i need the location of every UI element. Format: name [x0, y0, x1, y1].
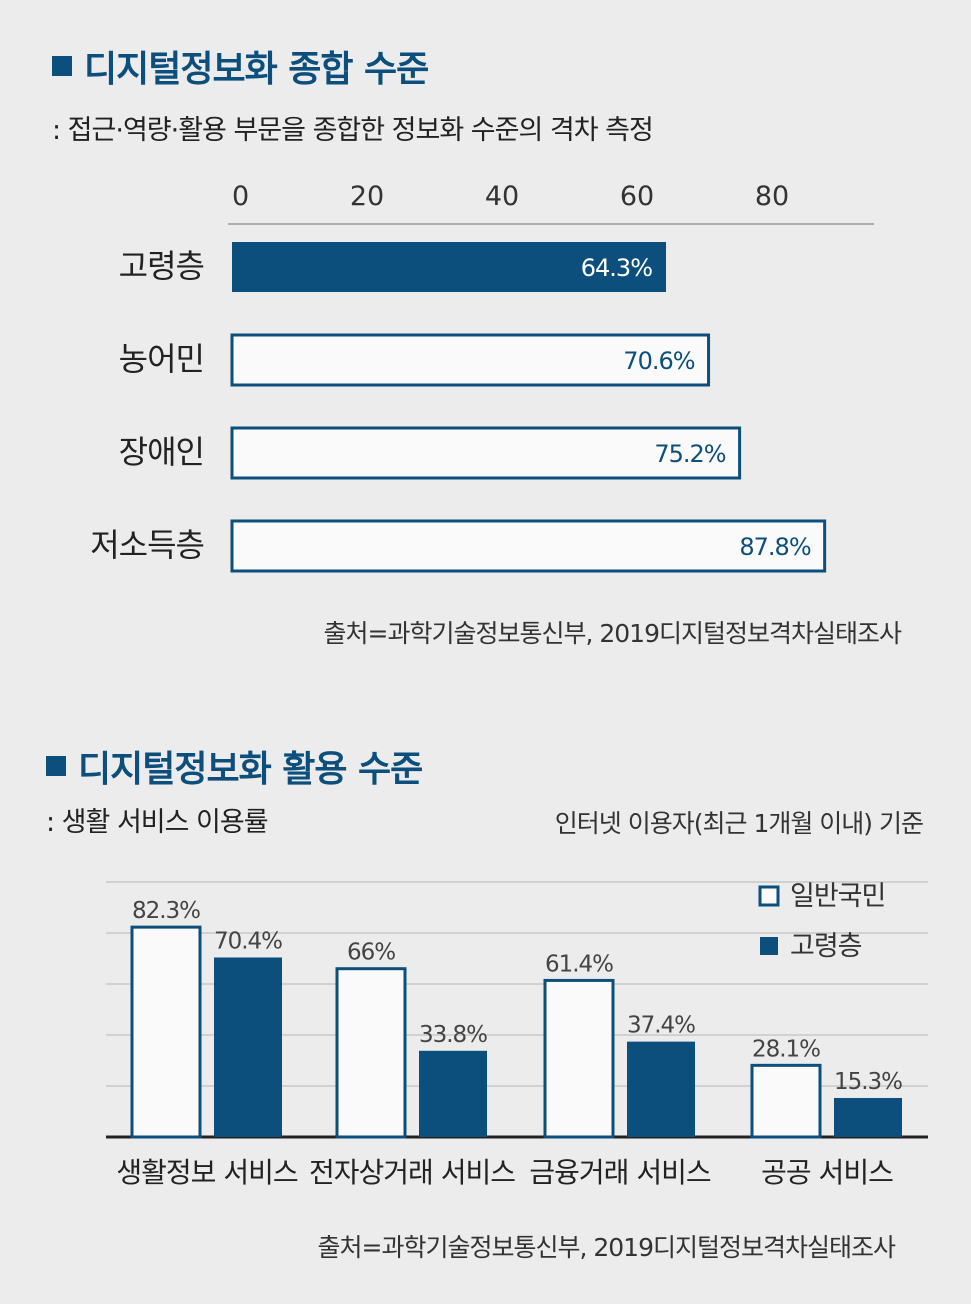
bar — [230, 519, 827, 573]
category-label: 생활정보 서비스 — [116, 1156, 297, 1189]
overall-bar-chart: 0 20 40 60 80 고령층 64.3% 농어민 70.6% 장애인 75.2% 저소득층 87.… — [90, 181, 874, 573]
bar — [230, 426, 742, 480]
bar — [419, 1050, 487, 1137]
x-tick-label: 60 — [620, 181, 654, 212]
overall-level-panel: 디지털정보화 종합 수준 : 접근·역량·활용 부문을 종합한 정보화 수준의 … — [52, 40, 902, 648]
usage-chart-note: 인터넷 이용자(최근 1개월 이내) 기준 — [554, 809, 924, 838]
usage-level-panel: 디지털정보화 활용 수준 : 생활 서비스 이용률 인터넷 이용자(최근 1개월… — [0, 720, 971, 1304]
overall-title-text: 디지털정보화 종합 수준 — [84, 49, 429, 90]
category-label: 저소득층 — [90, 526, 204, 564]
usage-title-text: 디지털정보화 활용 수준 — [78, 749, 423, 790]
title-square-icon — [52, 56, 72, 76]
bar-value-label: 75.2% — [654, 440, 725, 468]
usage-bar-chart: 82.3% 70.4% 생활정보 서비스 66% 33.8% 전자상거래 서비스 61.4%… — [106, 881, 928, 1189]
bar-value-label: 87.8% — [739, 533, 810, 561]
usage-source: 출처=과학기술정보통신부, 2019디지털정보격차실태조사 — [317, 1233, 896, 1262]
bar-value-label: 64.3% — [581, 254, 652, 282]
bar — [834, 1097, 902, 1137]
legend-label: 고령층 — [790, 931, 862, 962]
overall-chart-title: 디지털정보화 종합 수준 — [52, 40, 429, 92]
x-tick-label: 40 — [485, 181, 519, 212]
category-label: 공공 서비스 — [761, 1156, 893, 1189]
bar — [214, 957, 282, 1137]
category-label: 전자상거래 서비스 — [309, 1156, 515, 1189]
overall-source: 출처=과학기술정보통신부, 2019디지털정보격차실태조사 — [323, 619, 902, 648]
category-label: 농어민 — [119, 340, 204, 378]
bar — [130, 925, 202, 1139]
bar-value-label: 33.8% — [419, 1022, 487, 1048]
category-label: 고령층 — [119, 247, 204, 285]
bar-value-label: 70.4% — [214, 928, 282, 954]
bar — [232, 242, 667, 292]
category-label: 금융거래 서비스 — [529, 1156, 710, 1189]
legend-swatch — [760, 937, 778, 955]
x-tick-label: 80 — [755, 181, 789, 212]
category-label: 장애인 — [119, 433, 204, 471]
legend-swatch — [758, 885, 780, 907]
bar-value-label: 70.6% — [623, 347, 694, 375]
x-tick-label: 0 — [232, 181, 249, 212]
usage-chart-subtitle: : 생활 서비스 이용률 — [46, 807, 269, 838]
x-tick-label: 20 — [350, 181, 384, 212]
bar-value-label: 37.4% — [627, 1013, 695, 1039]
bar-value-label: 28.1% — [752, 1036, 820, 1062]
overall-chart-subtitle: : 접근·역량·활용 부문을 종합한 정보화 수준의 격차 측정 — [52, 115, 654, 146]
bar — [543, 978, 615, 1139]
bar-value-label: 61.4% — [545, 951, 613, 977]
bar-value-label: 15.3% — [834, 1069, 902, 1095]
usage-chart-title: 디지털정보화 활용 수준 — [46, 740, 423, 792]
bar — [230, 333, 711, 387]
bar — [627, 1041, 695, 1137]
bar — [750, 1063, 822, 1139]
bar-value-label: 82.3% — [132, 898, 200, 924]
bar — [335, 967, 407, 1139]
legend-label: 일반국민 — [790, 881, 885, 912]
bar-value-label: 66% — [347, 940, 395, 966]
title-square-icon — [46, 756, 66, 776]
